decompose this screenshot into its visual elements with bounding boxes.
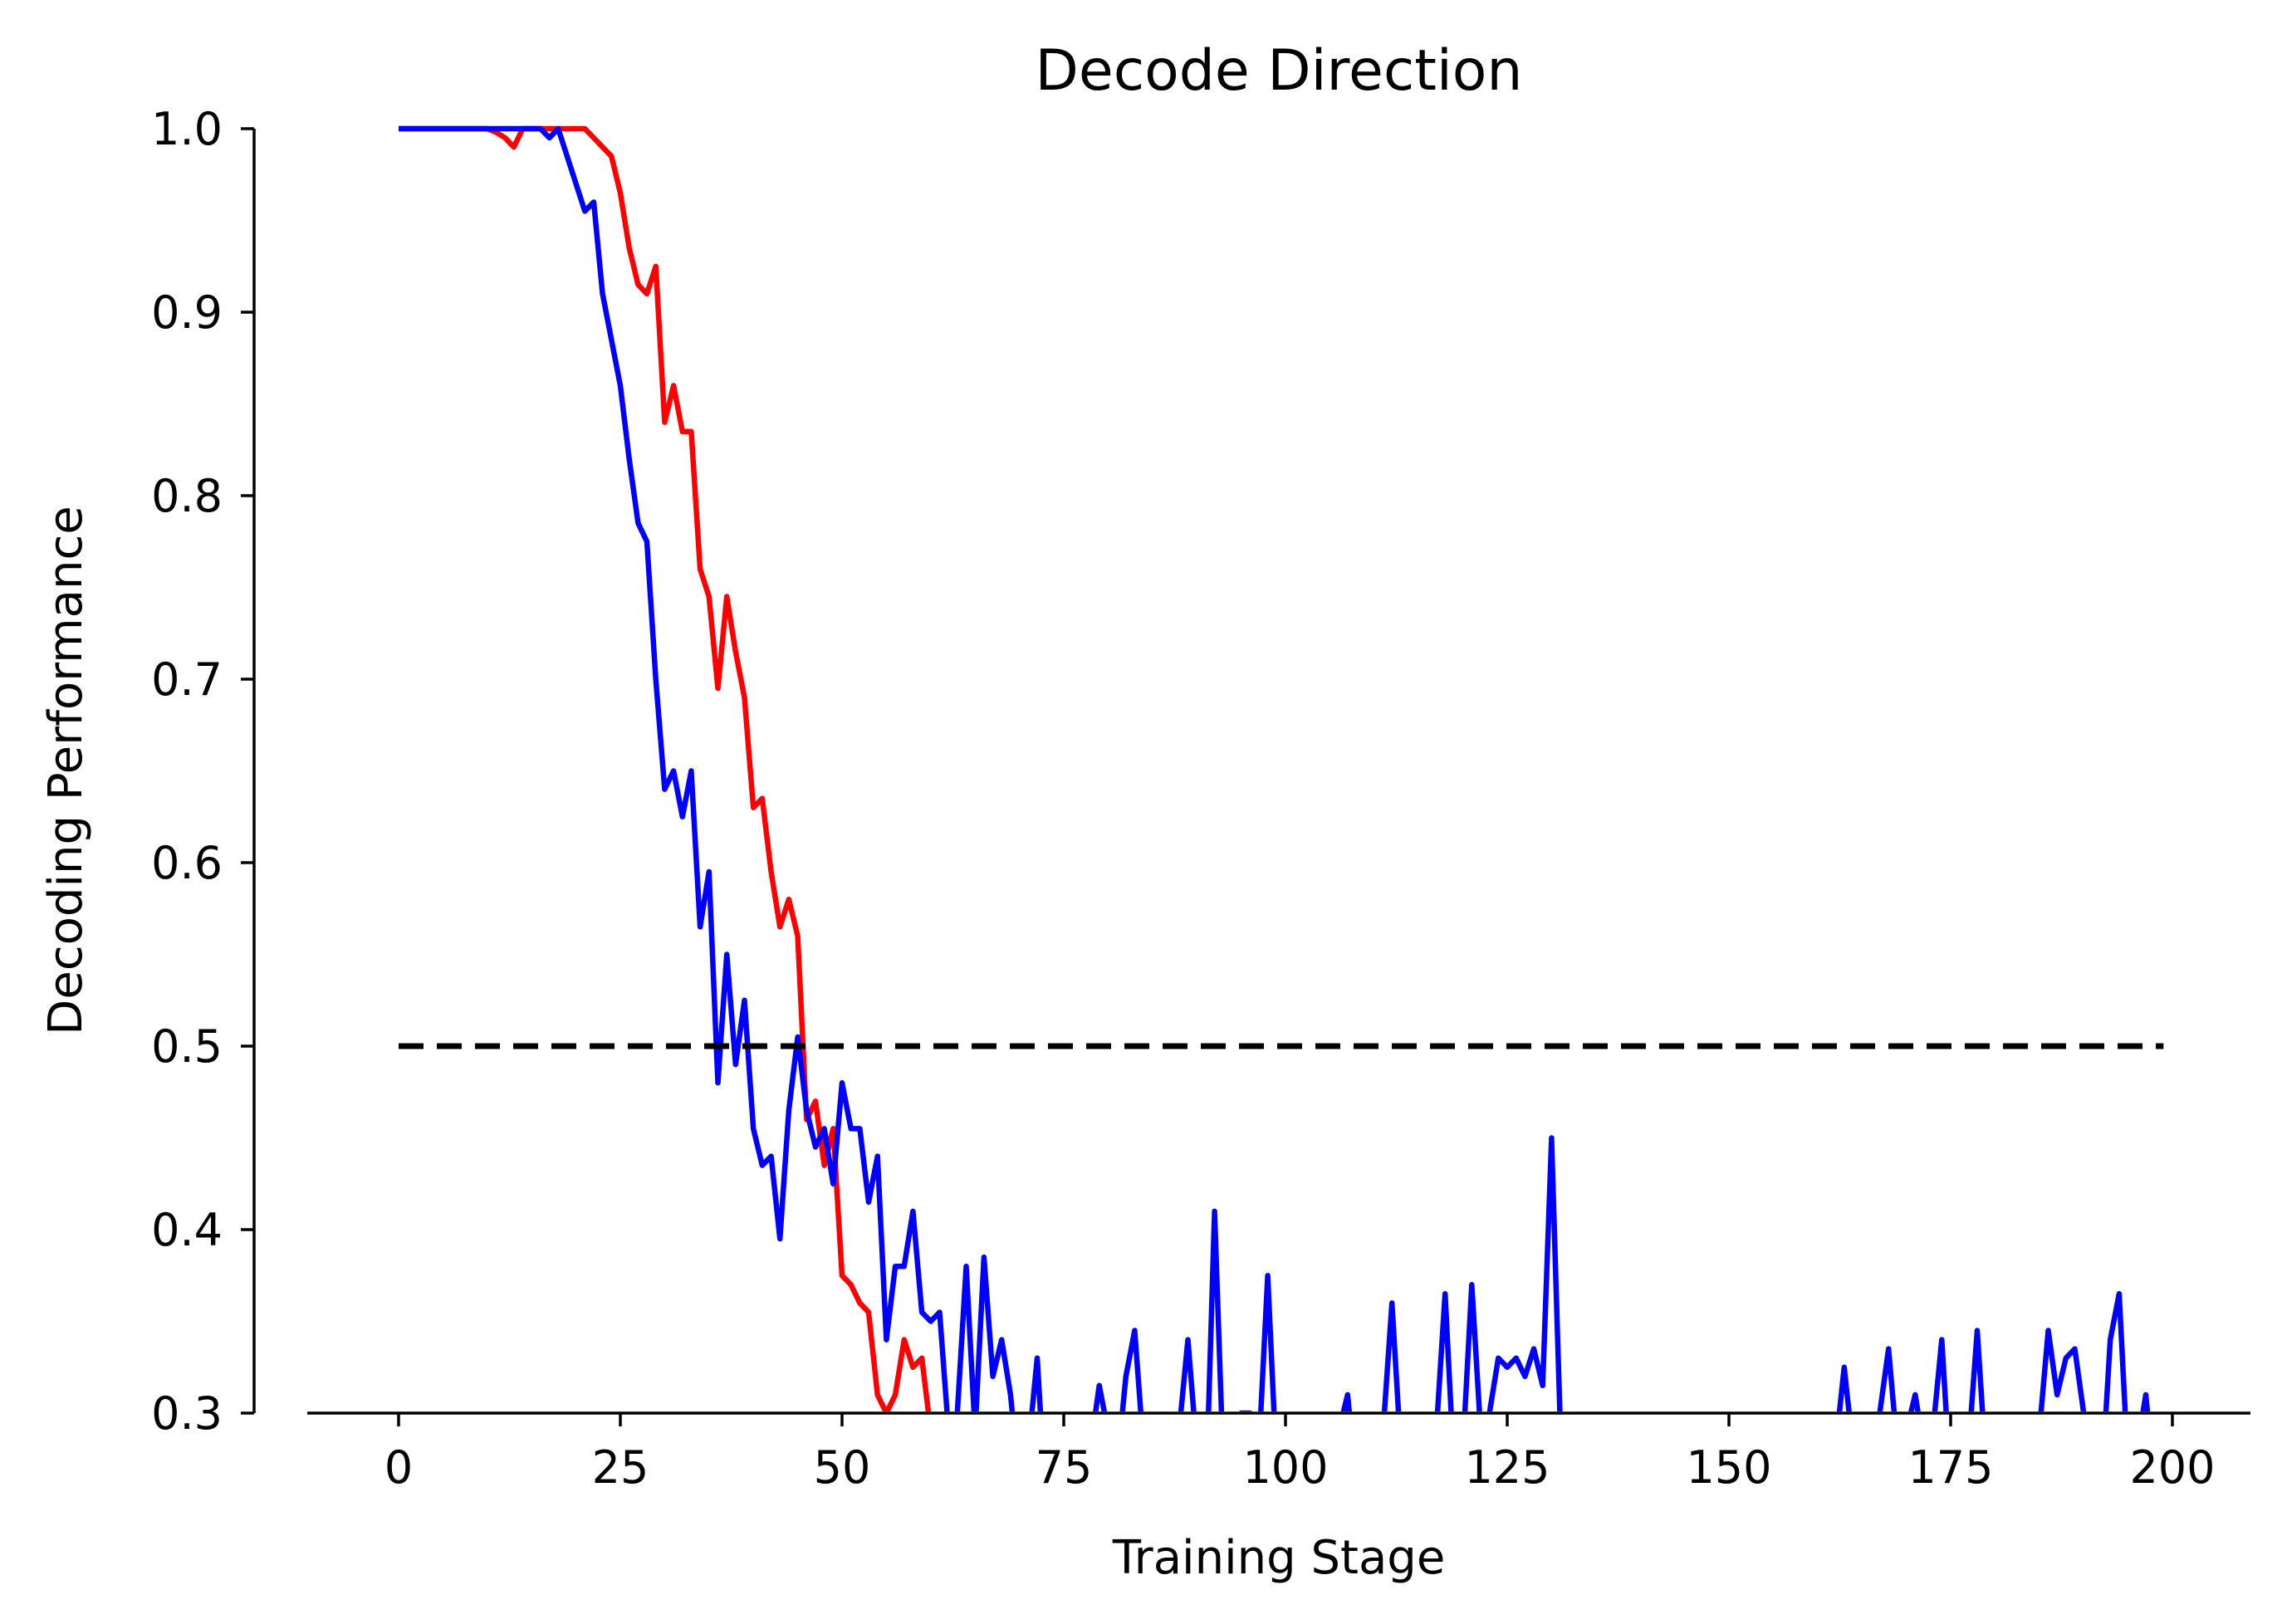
y-tick-label: 0.4 — [151, 1204, 223, 1256]
x-tick-label: 75 — [1036, 1441, 1093, 1494]
x-tick-label: 50 — [814, 1441, 871, 1494]
x-tick-label: 175 — [1907, 1441, 1993, 1494]
x-tick-label: 125 — [1464, 1441, 1550, 1494]
y-axis-ticks: 0.3 0.4 0.5 0.6 0.7 0.8 0.9 1.0 — [151, 103, 254, 1440]
chart-title: Decode Direction — [1036, 38, 1523, 104]
x-tick-label: 25 — [592, 1441, 649, 1494]
series-line-1 — [399, 125, 932, 1411]
x-axis-label: Training Stage — [1112, 1531, 1446, 1585]
y-tick-label: 0.8 — [151, 470, 223, 522]
x-tick-label: 150 — [1686, 1441, 1771, 1494]
y-tick-label: 0.7 — [151, 653, 223, 706]
y-tick-label: 0.5 — [151, 1020, 223, 1073]
series-layer — [399, 125, 2151, 1411]
x-tick-label: 200 — [2129, 1441, 2215, 1494]
y-tick-label: 1.0 — [151, 103, 223, 155]
x-tick-label: 0 — [384, 1441, 413, 1494]
y-axis-label: Decoding Performance — [39, 506, 93, 1035]
x-axis-ticks: 0 25 50 75 100 125 150 175 200 — [384, 1413, 2216, 1494]
x-tick-label: 100 — [1242, 1441, 1328, 1494]
series-line-2 — [399, 125, 2151, 1411]
y-tick-label: 0.3 — [151, 1387, 223, 1440]
y-tick-label: 0.9 — [151, 286, 223, 339]
y-tick-label: 0.6 — [151, 837, 223, 889]
plot-area — [399, 125, 2164, 1411]
